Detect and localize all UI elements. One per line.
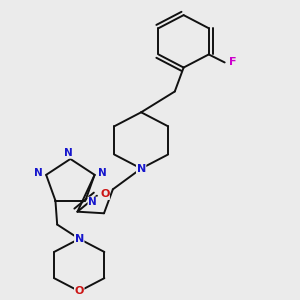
Text: O: O: [100, 189, 110, 200]
Text: F: F: [229, 57, 236, 68]
Text: O: O: [74, 286, 84, 296]
Text: N: N: [64, 148, 73, 158]
Text: N: N: [34, 168, 43, 178]
Text: N: N: [136, 164, 146, 173]
Text: N: N: [88, 197, 97, 207]
Text: N: N: [98, 168, 107, 178]
Text: N: N: [75, 234, 84, 244]
